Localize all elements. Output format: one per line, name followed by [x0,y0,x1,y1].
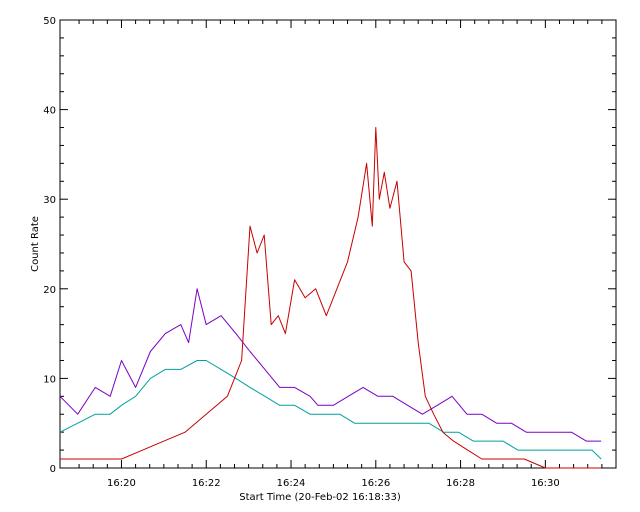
series-line-3 [60,127,602,469]
x-tick-label: 16:24 [277,478,306,489]
x-tick-label: 16:28 [446,478,475,489]
y-tick-label: 40 [43,106,56,117]
x-tick-label: 16:20 [107,478,136,489]
series-line-2 [59,360,602,460]
y-tick-label: 50 [43,16,56,27]
major-ticks [60,19,616,469]
x-tick-label: 16:22 [192,478,221,489]
plot-frame [59,19,617,469]
x-axis-title: Start Time (20-Feb-02 16:18:33) [239,492,401,503]
y-tick-labels: 0 10 20 30 40 50 [43,16,56,475]
x-tick-label: 16:26 [361,478,390,489]
x-tick-label: 16:30 [531,478,560,489]
y-tick-label: 0 [50,464,56,475]
x-tick-labels: 16:20 16:22 16:24 16:26 16:28 16:30 [107,478,560,489]
minor-ticks [60,20,617,468]
y-tick-label: 30 [43,195,56,206]
y-axis-title: Count Rate [30,216,41,272]
y-tick-label: 20 [43,285,56,296]
y-tick-label: 10 [43,374,56,385]
series-group [59,127,602,469]
series-line-1 [59,288,602,442]
